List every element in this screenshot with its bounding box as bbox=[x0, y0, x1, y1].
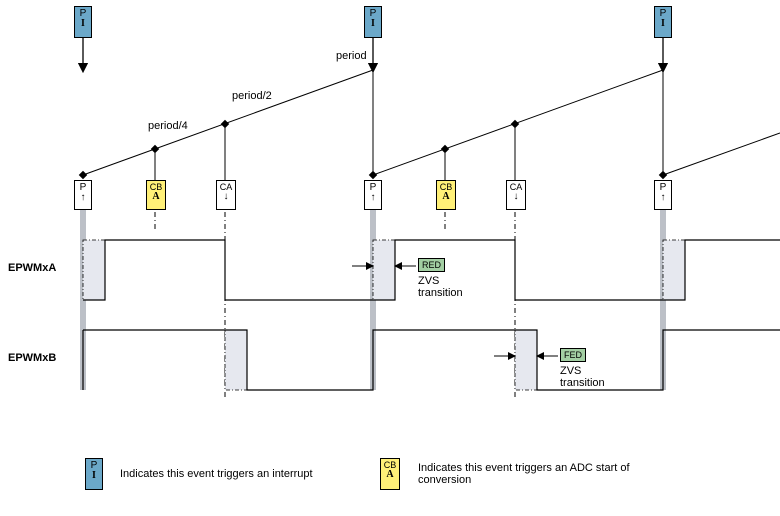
p-interrupt-marker-3: P I bbox=[654, 6, 672, 38]
p-interrupt-marker-1: P I bbox=[74, 6, 92, 38]
i-letter: I bbox=[365, 19, 381, 29]
a-letter: A bbox=[147, 192, 165, 202]
epwmxa-label: EPWMxA bbox=[8, 262, 56, 274]
cb-action-2: CB A bbox=[436, 180, 456, 210]
arrow-up-icon: ↑ bbox=[655, 193, 671, 203]
epwmxb-label: EPWMxB bbox=[8, 352, 56, 364]
zvs-a-text: ZVS transition bbox=[418, 275, 463, 299]
i-letter: I bbox=[86, 471, 102, 481]
diagram-svg bbox=[0, 0, 780, 516]
zvs-b-text: ZVS transition bbox=[560, 365, 605, 389]
ca-action-1: CA ↓ bbox=[216, 180, 236, 210]
period-label: period bbox=[336, 50, 367, 62]
p-action-1: P ↑ bbox=[74, 180, 92, 210]
legend-p-icon: P I bbox=[85, 458, 103, 490]
a-letter: A bbox=[381, 470, 399, 480]
arrow-down-icon: ↓ bbox=[507, 192, 525, 202]
ca-action-2: CA ↓ bbox=[506, 180, 526, 210]
fed-label-box: FED bbox=[560, 348, 586, 362]
p-interrupt-marker-2: P I bbox=[364, 6, 382, 38]
period-quarter-label: period/4 bbox=[148, 120, 188, 132]
period-half-label: period/2 bbox=[232, 90, 272, 102]
fed-text: FED bbox=[564, 350, 582, 360]
red-text: RED bbox=[422, 260, 441, 270]
cb-action-1: CB A bbox=[146, 180, 166, 210]
i-letter: I bbox=[75, 19, 91, 29]
arrow-up-icon: ↑ bbox=[365, 193, 381, 203]
legend-cb-icon: CB A bbox=[380, 458, 400, 490]
arrow-down-icon: ↓ bbox=[217, 192, 235, 202]
red-label-box: RED bbox=[418, 258, 445, 272]
p-action-3: P ↑ bbox=[654, 180, 672, 210]
p-action-2: P ↑ bbox=[364, 180, 382, 210]
a-letter: A bbox=[437, 192, 455, 202]
i-letter: I bbox=[655, 19, 671, 29]
legend-p-text: Indicates this event triggers an interru… bbox=[120, 468, 313, 480]
legend-cb-text: Indicates this event triggers an ADC sta… bbox=[418, 462, 648, 486]
arrow-up-icon: ↑ bbox=[75, 193, 91, 203]
